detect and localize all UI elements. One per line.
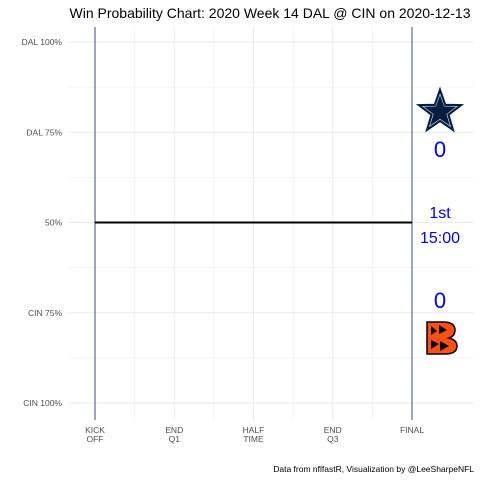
y-tick-label: CIN 100%	[23, 398, 62, 408]
y-tick-label: DAL 100%	[22, 37, 63, 47]
x-tick-label: END Q3	[324, 425, 342, 444]
home-score: 0	[434, 288, 446, 313]
x-tick-label: HALF TIME	[243, 425, 265, 444]
clock-label: 15:00	[420, 230, 460, 247]
x-tick-labels: KICK OFF END Q1 HALF TIME END Q3 FINAL	[85, 425, 424, 444]
bengals-b-logo	[426, 321, 458, 355]
dallas-star-logo	[415, 86, 465, 133]
away-score: 0	[434, 137, 446, 162]
y-tick-labels: DAL 100% DAL 75% 50% CIN 75% CIN 100%	[22, 37, 63, 408]
x-tick-label: KICK OFF	[85, 425, 105, 444]
y-tick-label: 50%	[45, 218, 62, 228]
quarter-label: 1st	[429, 205, 451, 222]
x-tick-label: END Q1	[165, 425, 183, 444]
chart-title: Win Probability Chart: 2020 Week 14 DAL …	[70, 5, 471, 21]
caption: Data from nflfastR, Visualization by @Le…	[273, 464, 474, 474]
y-tick-label: CIN 75%	[28, 308, 62, 318]
x-tick-label: FINAL	[400, 425, 424, 435]
y-tick-label: DAL 75%	[26, 127, 62, 137]
